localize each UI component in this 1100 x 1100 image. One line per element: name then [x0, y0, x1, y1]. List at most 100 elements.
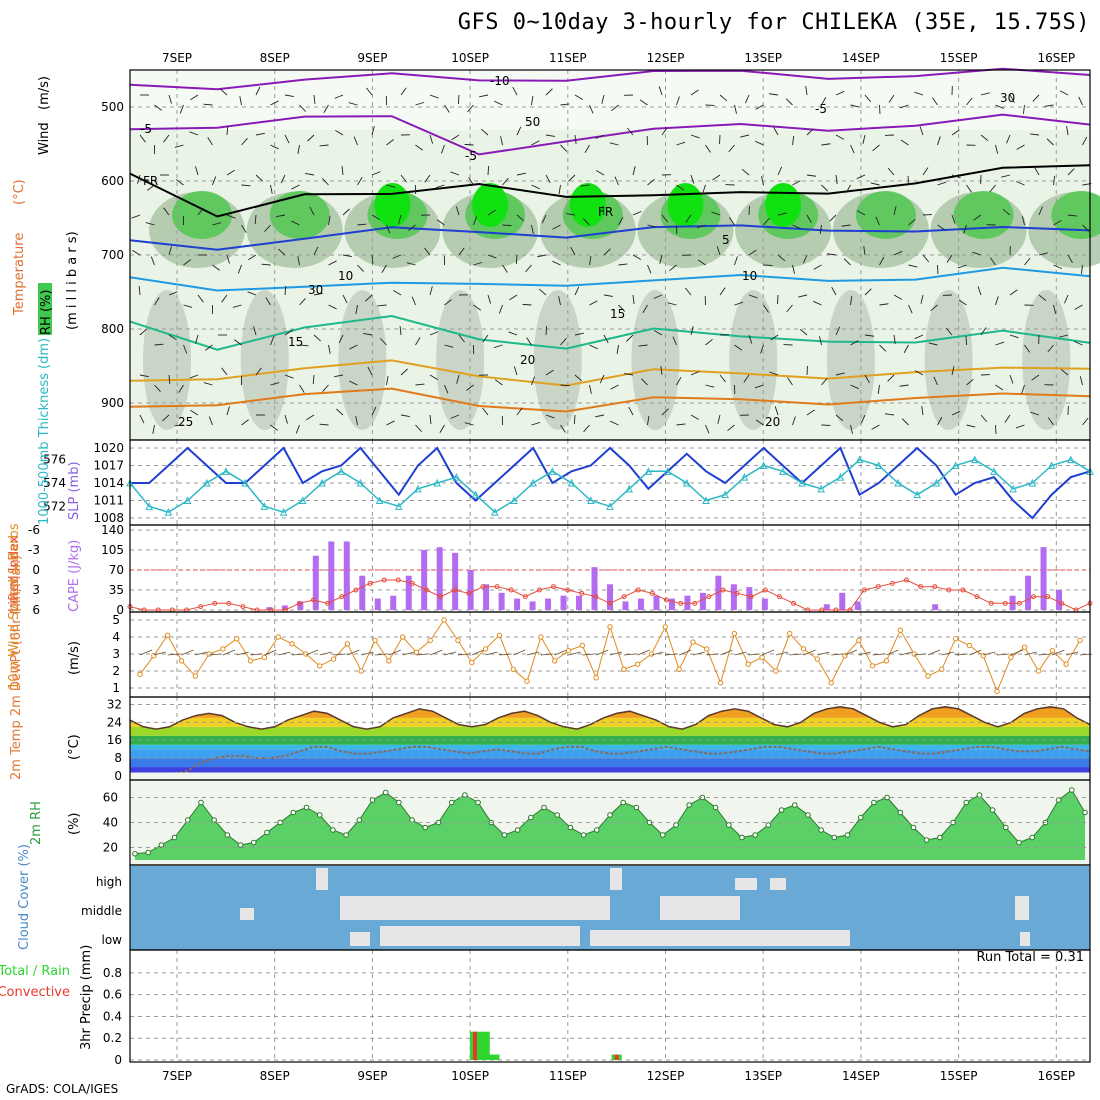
wind-speed-point: [607, 624, 613, 630]
wind-barb: [870, 182, 880, 186]
wind-barb: [280, 174, 286, 184]
wind-speed-point: [966, 642, 973, 649]
wind-speed-point: [717, 680, 724, 686]
slp-tick-label: 1008: [93, 511, 124, 525]
wind-speed-point: [192, 673, 198, 679]
wind-barb: [400, 368, 408, 376]
rh-blob: [436, 290, 485, 430]
rh-blob: [374, 183, 411, 227]
thickness-point: [702, 496, 710, 504]
li-point: [607, 600, 613, 606]
wind-barb: [805, 86, 808, 96]
rh-point: [989, 807, 996, 813]
wind-barb: [494, 100, 503, 106]
precip-tick-label: 0.6: [103, 988, 122, 1002]
wind-barb-10m: [831, 653, 844, 656]
wind-barb-10m: [471, 649, 484, 656]
wind-barb: [450, 414, 460, 419]
wind-speed-point: [634, 661, 641, 667]
wind-barb: [574, 286, 580, 296]
li-point: [1045, 594, 1051, 600]
wind-speed-point: [358, 668, 364, 674]
li-point: [621, 594, 627, 600]
wind-barb: [639, 99, 648, 106]
wind-barb: [899, 384, 909, 387]
wind-barb: [618, 304, 626, 312]
wind-barb: [821, 377, 828, 386]
wind-barb: [241, 184, 251, 187]
wind-barb: [457, 94, 460, 105]
wind-barb: [429, 374, 438, 381]
wind-barb: [951, 214, 956, 224]
wind-speed-point: [773, 668, 779, 674]
wind-barb: [439, 424, 445, 433]
wind-speed-point: [994, 688, 1000, 695]
pressure-tick-label: 800: [101, 322, 124, 336]
rh-point: [250, 839, 257, 846]
wind-barb: [672, 336, 677, 346]
thickness-point: [1047, 461, 1056, 469]
wind-barb: [937, 416, 943, 426]
wind-barb: [531, 96, 534, 106]
cloud-row-label: middle: [81, 904, 122, 918]
wind-barb: [743, 374, 750, 383]
wind-speed-point: [151, 653, 157, 659]
wind-barb: [190, 409, 199, 416]
wind-barb: [1053, 176, 1056, 186]
wind-barb: [611, 104, 619, 112]
cape-bar: [343, 541, 350, 610]
wind-barb: [1079, 376, 1083, 386]
wind-barb: [176, 179, 184, 186]
wind-barb: [628, 406, 634, 416]
wind-barb: [322, 178, 329, 186]
wind-barb: [348, 102, 358, 106]
rh-point: [567, 824, 574, 831]
wind-barb: [429, 94, 439, 99]
wind-barb: [451, 134, 460, 141]
wind-speed-point: [759, 654, 765, 661]
wind-speed-point: [980, 653, 986, 659]
isotherm--10: [129, 67, 1091, 91]
isotherm-20: [129, 359, 1091, 387]
wind-speed-point: [925, 673, 931, 679]
wind-speed-point: [883, 658, 890, 664]
wind-barb: [429, 414, 432, 424]
cape-bar: [576, 595, 583, 610]
rh-point: [910, 824, 917, 831]
wind-barb: [973, 214, 982, 221]
isotherm-label: FR: [143, 174, 158, 188]
wind-barb: [690, 134, 700, 139]
wind-barb: [154, 297, 160, 306]
wind-barb: [995, 296, 999, 306]
thickness-point: [510, 496, 518, 504]
cape-tick-label: 35: [109, 583, 124, 597]
wind-barb: [415, 144, 424, 151]
wind-barb: [574, 134, 577, 144]
wind-barb: [647, 416, 650, 426]
wind-barb: [719, 94, 728, 102]
wind-barb: [777, 254, 786, 262]
bottom-date-label: 10SEP: [451, 1069, 489, 1083]
thickness-point: [202, 478, 211, 487]
wind-speed-point: [413, 649, 420, 655]
wind-barb: [139, 374, 149, 378]
wind-barb: [696, 224, 706, 229]
thickness-point: [644, 467, 653, 475]
wind-barb-10m: [734, 651, 747, 656]
bottom-date-label: 16SEP: [1037, 1069, 1075, 1083]
wind-barb: [676, 141, 686, 146]
rh-point: [303, 804, 310, 811]
wind-barb: [872, 144, 880, 152]
rh-point: [712, 804, 719, 811]
wind-speed-point: [1049, 647, 1056, 654]
cape-bar: [761, 598, 768, 610]
wind-speed-point: [731, 630, 738, 637]
rh-point: [580, 832, 587, 838]
li-point: [339, 594, 345, 600]
thickness-point: [625, 484, 634, 493]
wind-speed-point: [524, 678, 530, 684]
wind-tick-label: 1: [112, 681, 120, 695]
wind-barb: [785, 98, 793, 106]
wind-barb: [871, 424, 880, 430]
wind-barb: [787, 377, 793, 386]
